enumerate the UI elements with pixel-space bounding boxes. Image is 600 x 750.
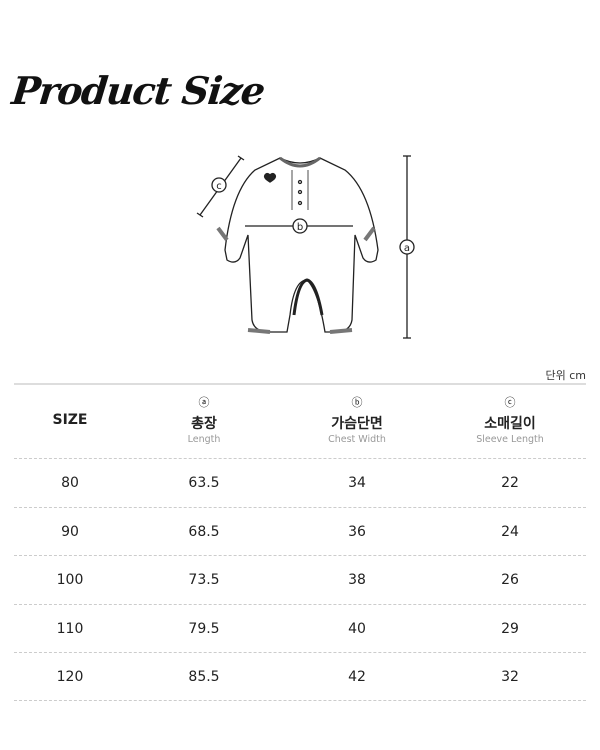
table-cell: 32: [501, 669, 519, 685]
row-divider: [14, 604, 586, 605]
svg-text:a: a: [404, 243, 410, 254]
page-title: Product Size: [9, 68, 267, 113]
table-cell: 68.5: [188, 524, 220, 540]
table-cell: 36: [348, 524, 366, 540]
romper-size-diagram: b c a: [196, 155, 415, 339]
svg-text:b: b: [297, 222, 303, 233]
table-cell: 110: [56, 621, 84, 637]
table-cell: 24: [501, 524, 519, 540]
table-cell: 100: [56, 572, 84, 588]
header-mark-b: ⓑ: [351, 396, 363, 409]
romper-outline: [224, 157, 379, 333]
heart-patch-icon: [263, 172, 277, 183]
table-cell: 26: [501, 572, 519, 588]
unit-label: 단위 cm: [545, 369, 587, 382]
table-top-border: [14, 383, 586, 385]
row-divider: [14, 507, 586, 508]
table-cell: 80: [61, 475, 79, 491]
table-cell: 90: [61, 524, 79, 540]
header-mark-a: ⓐ: [198, 396, 210, 409]
table-cell: 73.5: [188, 572, 220, 588]
row-divider: [14, 555, 586, 556]
header-length: 총장: [191, 416, 217, 432]
table-cell: 29: [501, 621, 519, 637]
table-cell: 120: [56, 669, 84, 685]
table-cell: 79.5: [188, 621, 220, 637]
table-cell: 85.5: [188, 669, 220, 685]
header-chest-en: Chest Width: [328, 434, 386, 445]
table-cell: 63.5: [188, 475, 220, 491]
header-mark-c: ⓒ: [504, 396, 516, 409]
table-cell: 42: [348, 669, 366, 685]
table-cell: 22: [501, 475, 519, 491]
table-cell: 40: [348, 621, 366, 637]
header-chest: 가슴단면: [331, 416, 383, 432]
table-cell: 34: [348, 475, 366, 491]
header-size: SIZE: [52, 412, 88, 428]
row-divider: [14, 458, 586, 459]
row-divider: [14, 700, 586, 701]
table-cell: 38: [348, 572, 366, 588]
header-sleeve-en: Sleeve Length: [476, 434, 544, 445]
header-sleeve: 소매길이: [484, 416, 536, 432]
svg-text:c: c: [216, 181, 222, 192]
header-length-en: Length: [187, 434, 221, 445]
row-divider: [14, 652, 586, 653]
